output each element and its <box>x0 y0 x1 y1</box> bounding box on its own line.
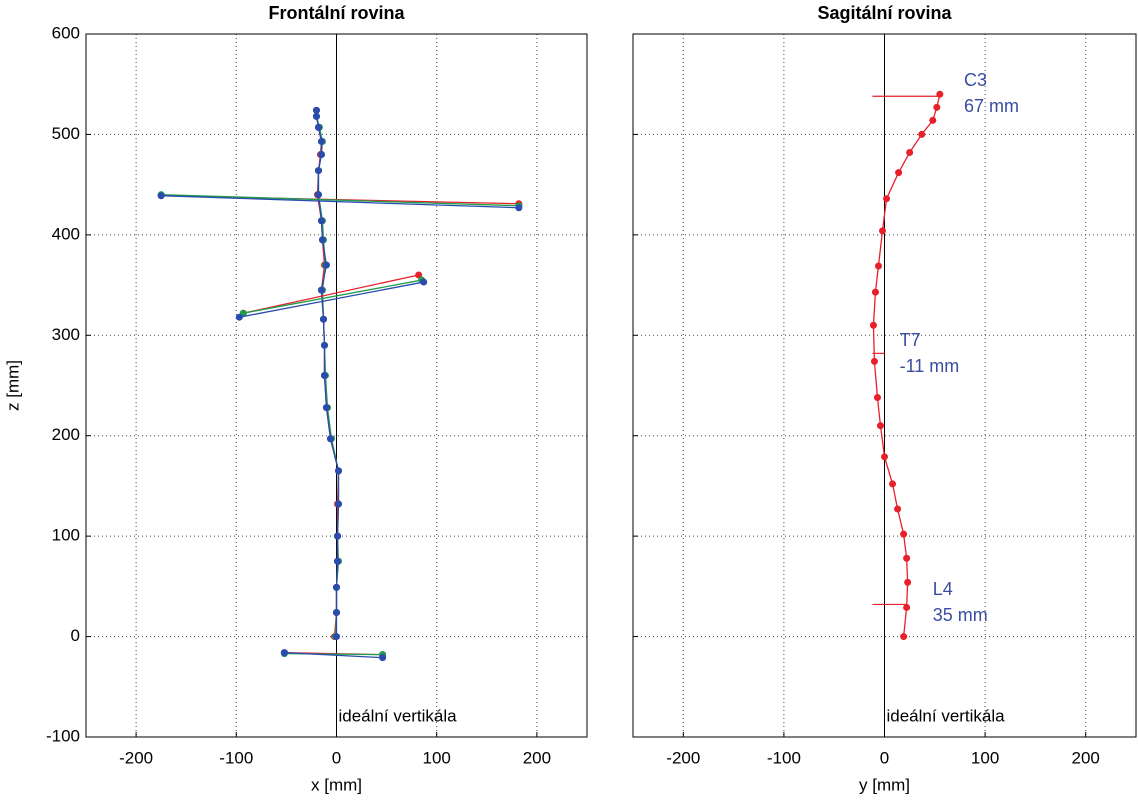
point <box>871 288 879 296</box>
x-tick-label: -200 <box>119 748 153 767</box>
point <box>312 112 320 120</box>
annotation-text: 35 mm <box>933 605 988 625</box>
point <box>314 167 322 175</box>
x-tick-label: 0 <box>880 748 889 767</box>
point <box>889 480 897 488</box>
y-tick-label: 100 <box>52 526 80 545</box>
point <box>322 261 330 269</box>
y-axis-label: z [mm] <box>3 360 22 411</box>
point <box>314 123 322 131</box>
annotation-text: T7 <box>900 330 921 350</box>
point <box>322 404 330 412</box>
panel-title: Sagitální rovina <box>817 3 952 23</box>
point <box>903 603 911 611</box>
point <box>515 204 523 212</box>
x-axis-label: x [mm] <box>311 775 362 794</box>
vertical-label: ideální vertikála <box>887 706 1006 725</box>
x-tick-label: -200 <box>666 748 700 767</box>
point <box>379 654 387 662</box>
x-axis-label: y [mm] <box>859 775 910 794</box>
point <box>317 286 325 294</box>
point <box>895 169 903 177</box>
point <box>906 149 914 157</box>
point <box>415 271 423 279</box>
point <box>873 394 881 402</box>
point <box>929 116 937 124</box>
x-tick-label: 200 <box>1072 748 1100 767</box>
y-tick-label: 300 <box>52 325 80 344</box>
x-tick-label: 100 <box>971 748 999 767</box>
point <box>878 227 886 235</box>
y-tick-label: 400 <box>52 224 80 243</box>
x-tick-label: 100 <box>423 748 451 767</box>
point <box>333 608 340 616</box>
y-tick-label: -100 <box>46 726 80 745</box>
point <box>876 422 884 430</box>
point <box>904 578 912 586</box>
point <box>317 217 325 225</box>
point <box>312 106 320 114</box>
annotation-text: 67 mm <box>964 96 1019 116</box>
point <box>900 530 908 538</box>
y-tick-label: 0 <box>71 626 80 645</box>
y-tick-label: 200 <box>52 425 80 444</box>
y-tick-label: 500 <box>52 124 80 143</box>
point <box>334 532 342 540</box>
point <box>319 315 327 323</box>
point <box>874 262 882 270</box>
series-line <box>161 194 519 207</box>
point <box>326 435 334 443</box>
point <box>320 371 328 379</box>
annotation-text: -11 mm <box>900 356 960 376</box>
series-line <box>239 281 424 318</box>
series-line <box>243 279 422 314</box>
point <box>335 467 343 475</box>
point <box>894 505 902 513</box>
point <box>334 557 342 565</box>
annotation-text: L4 <box>933 579 953 599</box>
x-tick-label: -100 <box>767 748 801 767</box>
point <box>235 313 243 321</box>
point <box>870 357 878 365</box>
point <box>333 583 340 591</box>
y-tick-label: 600 <box>52 23 80 42</box>
point <box>320 341 328 349</box>
panel-title: Frontální rovina <box>268 3 405 23</box>
point <box>318 236 326 244</box>
series-line <box>284 651 383 659</box>
x-tick-label: 200 <box>523 748 551 767</box>
point <box>883 195 891 203</box>
point <box>933 103 941 111</box>
point <box>280 649 288 657</box>
point <box>314 191 322 199</box>
point <box>335 500 343 508</box>
point <box>317 137 325 145</box>
point <box>903 554 911 562</box>
point <box>317 151 325 159</box>
point <box>881 453 888 461</box>
point <box>869 321 877 329</box>
point <box>918 130 926 138</box>
series-line <box>872 94 941 637</box>
point <box>420 278 428 286</box>
point <box>333 633 340 641</box>
series-line <box>243 274 419 314</box>
vertical-label: ideální vertikála <box>339 706 458 725</box>
point <box>157 192 165 200</box>
annotation-text: C3 <box>964 70 987 90</box>
series-line <box>161 195 519 209</box>
x-tick-label: -100 <box>219 748 253 767</box>
x-tick-label: 0 <box>332 748 341 767</box>
point <box>900 633 908 641</box>
